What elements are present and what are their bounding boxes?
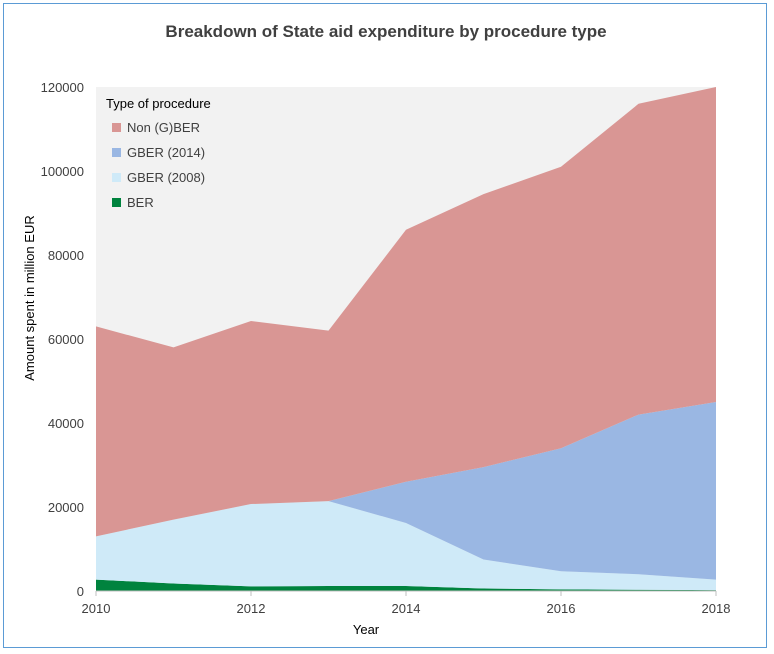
x-tick-label: 2014: [392, 601, 421, 616]
legend-label-gber-2008: GBER (2008): [127, 170, 205, 185]
x-axis-label: Year: [353, 622, 380, 637]
legend-label-non-g-ber: Non (G)BER: [127, 120, 200, 135]
y-tick-label: 20000: [48, 500, 84, 515]
x-tick-label: 2018: [702, 601, 731, 616]
x-axis-ticks: 2010 2012 2014 2016 2018: [82, 591, 731, 616]
legend-label-gber-2014: GBER (2014): [127, 145, 205, 160]
y-tick-label: 0: [77, 584, 84, 599]
y-axis-ticks: 0 20000 40000 60000 80000 100000 120000: [41, 80, 84, 599]
y-tick-label: 120000: [41, 80, 84, 95]
legend: Type of procedure Non (G)BER GBER (2014) G…: [106, 96, 211, 210]
x-tick-label: 2012: [237, 601, 266, 616]
y-tick-label: 60000: [48, 332, 84, 347]
legend-label-ber: BER: [127, 195, 154, 210]
area-series-group: [96, 87, 716, 591]
area-non-g-ber: [96, 87, 716, 537]
chart-title: Breakdown of State aid expenditure by pr…: [165, 22, 606, 41]
y-tick-label: 40000: [48, 416, 84, 431]
y-tick-label: 80000: [48, 248, 84, 263]
y-axis-label: Amount spent in million EUR: [22, 215, 37, 380]
y-tick-label: 100000: [41, 164, 84, 179]
x-tick-label: 2010: [82, 601, 111, 616]
legend-title: Type of procedure: [106, 96, 211, 111]
legend-swatch-ber: [112, 198, 121, 207]
area-gber-2008: [96, 501, 716, 591]
area-ber: [96, 579, 716, 591]
legend-swatch-non-g-ber: [112, 123, 121, 132]
x-tick-label: 2016: [547, 601, 576, 616]
area-gber-2014: [96, 402, 716, 580]
legend-swatch-gber-2008: [112, 173, 121, 182]
legend-swatch-gber-2014: [112, 148, 121, 157]
